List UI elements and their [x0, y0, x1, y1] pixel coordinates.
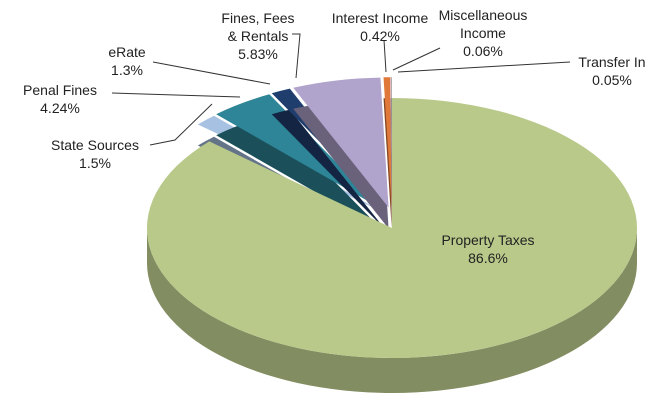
slice	[383, 77, 392, 208]
slice-label: Property Taxes 86.6%	[408, 231, 568, 267]
slice-value: 0.06%	[463, 43, 503, 59]
leader-lines	[111, 33, 571, 146]
slice-name: eRate	[108, 44, 146, 60]
leader-line	[383, 39, 387, 73]
slice-side	[271, 109, 386, 230]
slice	[391, 77, 392, 208]
slice-side	[147, 228, 637, 393]
slice-side	[390, 98, 392, 229]
slice	[390, 77, 392, 208]
slice-value: 86.6%	[468, 250, 508, 266]
leader-line	[149, 103, 213, 146]
slice-name: Penal Fines	[23, 82, 97, 98]
slice-name: Interest Income	[331, 10, 429, 26]
leader-line	[397, 61, 571, 73]
slice-value: 5.83%	[238, 46, 278, 62]
slice-side	[216, 115, 383, 231]
slice-label: Penal Fines 4.24%	[5, 81, 115, 117]
slice	[146, 98, 637, 358]
slice-value: 1.3%	[111, 62, 143, 78]
leader-line	[292, 33, 301, 79]
slice-value: 4.24%	[40, 100, 80, 116]
slice-value: 0.05%	[592, 72, 632, 88]
slice-name: Fines, Fees & Rentals	[221, 10, 295, 44]
slice-label: Transfer In 0.05%	[557, 53, 667, 89]
pie	[146, 77, 637, 393]
slice-value: 0.42%	[360, 28, 400, 44]
leader-line	[111, 92, 241, 98]
slice-value: 1.5%	[79, 155, 111, 171]
slice-name: Miscellaneous Income	[438, 7, 528, 41]
slice-label: Fines, Fees & Rentals 5.83%	[208, 9, 308, 63]
slice-label: eRate 1.3%	[97, 43, 157, 79]
leader-line	[152, 61, 271, 85]
slice-name: State Sources	[51, 137, 139, 153]
slice-label: State Sources 1.5%	[30, 136, 160, 172]
slice-label: Miscellaneous Income 0.06%	[428, 6, 538, 60]
slice-label: Interest Income 0.42%	[320, 9, 440, 45]
leader-line	[392, 47, 441, 71]
slice	[293, 77, 389, 208]
slice-name: Transfer In	[578, 54, 646, 70]
slice-name: Property Taxes	[441, 232, 535, 248]
